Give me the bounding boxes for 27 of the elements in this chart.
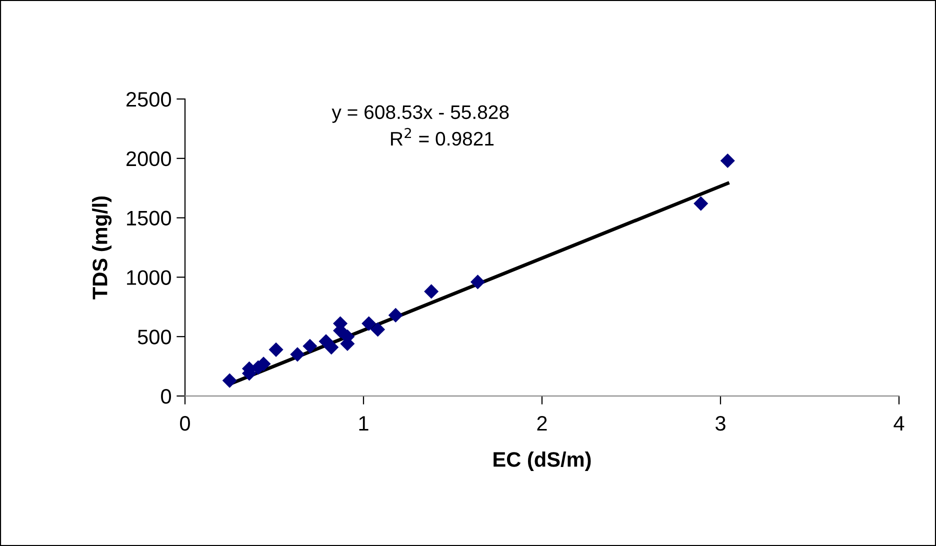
point	[694, 196, 708, 211]
point	[370, 322, 386, 337]
y-tick-label: 2000	[126, 151, 171, 166]
y-tick-label: 2500	[126, 92, 171, 107]
point	[362, 316, 376, 331]
x-tick-label: 3	[716, 416, 726, 431]
x-tick-label: 1	[359, 416, 368, 431]
x-tick-label: 0	[180, 416, 190, 431]
y-tick-label: 1500	[127, 210, 171, 226]
point	[388, 308, 403, 322]
point	[720, 153, 735, 168]
y-tick-label: 1000	[127, 270, 171, 285]
point	[302, 338, 318, 354]
point	[222, 373, 237, 388]
point	[268, 342, 284, 357]
x-tick-label: 2	[537, 416, 547, 431]
annotation: y = 608.53x - 55.828	[332, 105, 509, 123]
y-tick-label: 500	[138, 330, 171, 344]
x-axis-title: EC (dS/m)	[494, 452, 591, 471]
x-tick-label: 4	[894, 416, 904, 431]
point	[424, 284, 439, 299]
point	[324, 340, 339, 355]
annotation: R$^{2}$ = 0.9821	[391, 128, 494, 146]
y-axis-title: TDS (mg/l)	[92, 196, 112, 300]
point	[290, 347, 305, 362]
point	[470, 274, 486, 290]
y-tick-label: 0	[161, 389, 171, 404]
